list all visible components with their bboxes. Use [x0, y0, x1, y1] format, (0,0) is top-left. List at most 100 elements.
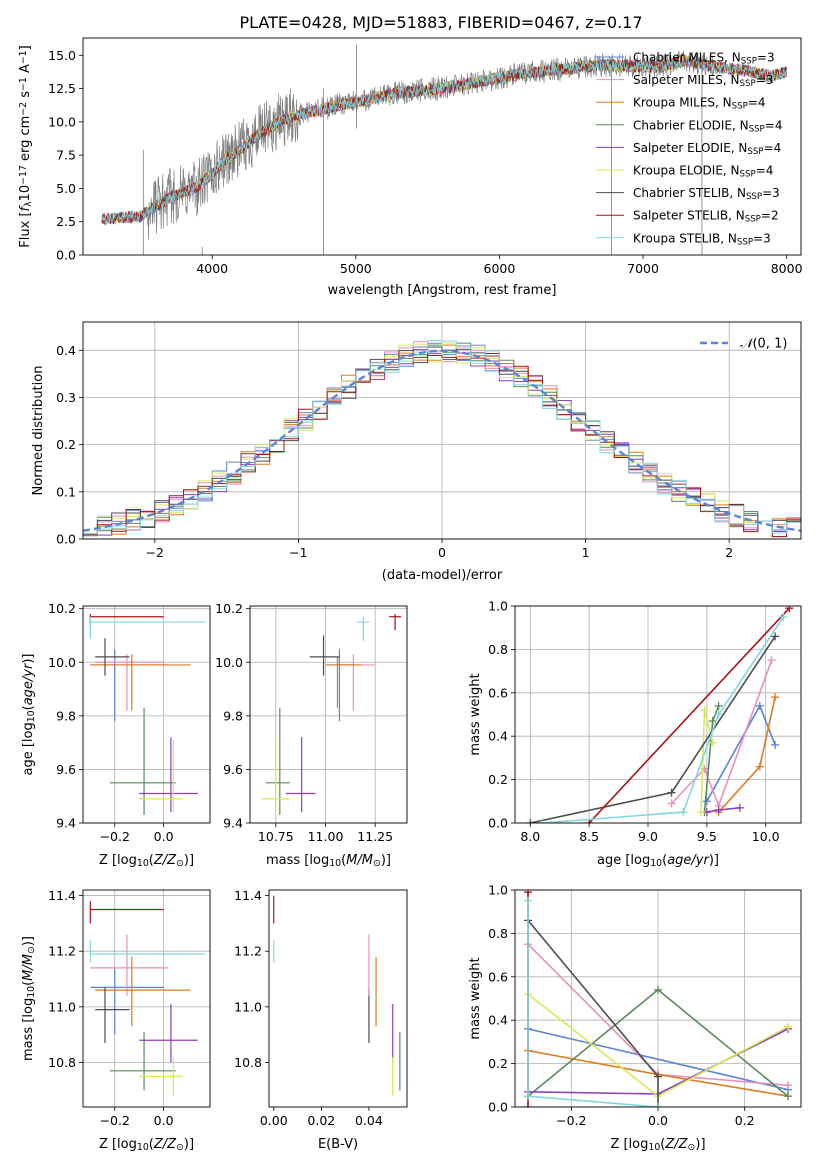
marker-chabrier-miles	[755, 701, 764, 710]
x-axis-label: Z [log10(Z/Z⊙)]	[99, 1137, 194, 1153]
marker-kroupa-stelib	[779, 612, 788, 621]
age-vs-z-panel: −0.2 0.0 9.4 9.6 9.8 10.0 10.2 Z [log10(Z/Z⊙)] a…	[21, 601, 211, 869]
y-tick-label: 11.0	[48, 999, 76, 1014]
y-tick-label: 0.4	[488, 1013, 508, 1028]
legend-label-kroupa-miles: Kroupa MILES, NSSP=4	[633, 96, 766, 112]
x-axis-label: mass [log10(M/M⊙)]	[266, 853, 391, 869]
x-axis-label: wavelength [Angstrom, rest frame]	[328, 283, 557, 298]
y-axis-label: mass weight	[468, 673, 483, 755]
marker-kroupa-stelib	[524, 896, 532, 905]
x-tick-label: 9.0	[638, 829, 658, 844]
plot-background	[269, 890, 407, 1107]
marker-kroupa-elodie	[708, 738, 717, 747]
axes-frame	[82, 321, 802, 540]
x-tick-label: 1	[582, 545, 590, 560]
marker-kroupa-stelib	[524, 1092, 532, 1101]
y-tick-label: 1.0	[488, 599, 508, 614]
marker-kroupa-miles	[771, 693, 780, 702]
marker-salpeter-stelib	[785, 606, 794, 613]
x-tick-label: −2	[146, 545, 164, 560]
y-tick-label: 0.4	[488, 729, 508, 744]
plot-background	[515, 606, 801, 823]
y-tick-label: 0.0	[488, 816, 508, 831]
spectrum-panel: 4000 5000 6000 7000 8000 0.0 2.5 5.0 7.5 10.0 12.5…	[18, 37, 803, 298]
ticks: 8.0 8.5 9.0 9.5 10.0 0.0 0.2 0.4 0.6 0.8 1.0	[488, 599, 780, 845]
histogram-kroupa-elodie	[83, 342, 801, 535]
marker-chabrier-stelib	[526, 819, 535, 823]
y-axis-label: age [log10(age/yr)]	[21, 653, 37, 775]
y-tick-label: 11.2	[234, 944, 262, 959]
marker-salpeter-stelib	[585, 819, 594, 823]
x-tick-label: 0.04	[355, 1113, 383, 1128]
x-axis-label: age [log10(age/yr)]	[597, 853, 719, 869]
y-tick-label: 0.8	[488, 926, 508, 941]
y-tick-label: 0.0	[488, 1100, 508, 1115]
y-tick-label: 9.4	[223, 816, 243, 831]
y-tick-label: 0.8	[488, 642, 508, 657]
y-tick-label: 0.3	[56, 390, 76, 405]
marker-kroupa-elodie	[700, 706, 709, 715]
plot-background	[83, 606, 210, 823]
x-tick-label: −0.2	[100, 829, 130, 844]
marker-chabrier-stelib	[771, 632, 780, 641]
x-tick-label: −1	[289, 545, 307, 560]
x-tick-label: 11.25	[357, 829, 393, 844]
marker-salpeter-miles	[767, 656, 776, 665]
axes-frame	[249, 605, 408, 824]
legend-label-salpeter-miles: Salpeter MILES, NSSP=3	[633, 73, 773, 89]
x-tick-label: 0.2	[735, 1113, 755, 1128]
x-tick-label: −0.2	[100, 1113, 130, 1128]
plot-area	[101, 44, 787, 255]
plot-background	[83, 38, 801, 255]
plot-area	[526, 606, 794, 823]
line-salpeter-stelib	[588, 607, 790, 823]
y-tick-label: 0.0	[56, 532, 76, 547]
x-tick-label: 0.02	[307, 1113, 335, 1128]
y-axis-label: mass [log10(M/M⊙)]	[21, 936, 37, 1061]
x-tick-label: 10.75	[258, 829, 294, 844]
legend-label-normal: 𝒩(0, 1)	[740, 337, 787, 352]
grid-lines	[250, 606, 407, 824]
legend-label-salpeter-elodie: Salpeter ELODIE, NSSP=4	[633, 141, 781, 157]
axes-frame	[268, 889, 408, 1108]
x-tick-label: 9.5	[697, 829, 717, 844]
legend-label-kroupa-elodie: Kroupa ELODIE, NSSP=4	[633, 164, 773, 180]
y-tick-label: 10.2	[215, 601, 243, 616]
line-salpeter-miles	[670, 660, 773, 808]
marker-salpeter-miles	[667, 799, 676, 808]
x-tick-label: 6000	[484, 261, 516, 276]
x-axis-label: (data-model)/error	[382, 568, 503, 583]
legend-label-salpeter-stelib: Salpeter STELIB, NSSP=2	[633, 209, 779, 225]
y-axis-label: Flux [fλ10−17 erg cm−2 s−1 A−1]	[18, 45, 34, 247]
y-tick-label: 1.0	[488, 883, 508, 898]
x-axis-label: Z [log10(Z/Z⊙)]	[99, 853, 194, 869]
legend: 𝒩(0, 1)	[700, 337, 787, 352]
line-chabrier-miles	[527, 1028, 789, 1091]
x-tick-label: 10.0	[752, 829, 780, 844]
y-tick-label: 7.5	[56, 148, 76, 163]
mass-weight-vs-z-panel: −0.2 0.0 0.2 0.0 0.2 0.4 0.6 0.8 1.0 Z [log10(Z/Z…	[468, 883, 802, 1153]
mass-vs-ebv-panel: 0.00 0.02 0.04 10.8 11.0 11.2 11.4 E(B-V)	[234, 888, 408, 1152]
y-axis-label: Normed distribution	[31, 366, 46, 496]
ticks: −0.2 0.0 9.4 9.6 9.8 10.0 10.2	[48, 601, 173, 844]
ticks: 4000 5000 6000 7000 8000 0.0 2.5 5.0 7.5 10.0 12.5…	[48, 48, 802, 276]
x-tick-label: 8.5	[579, 829, 599, 844]
y-tick-label: 11.4	[234, 888, 262, 903]
y-tick-label: 11.4	[48, 888, 76, 903]
ticks: 10.75 11.00 11.25 9.4 9.6 9.8 10.0 10.2	[215, 601, 393, 844]
legend: Chabrier MILES, NSSP=3 Salpeter MILES, NS…	[596, 51, 782, 248]
x-tick-label: 8.0	[520, 829, 540, 844]
marker-kroupa-miles	[755, 762, 764, 771]
y-tick-label: 10.8	[48, 1055, 76, 1070]
x-axis-label: Z [log10(Z/Z⊙)]	[610, 1137, 705, 1153]
y-tick-label: 9.6	[56, 762, 76, 777]
y-tick-label: 9.8	[223, 708, 243, 723]
marker-salpeter-stelib	[524, 1103, 532, 1107]
marker-chabrier-miles	[771, 740, 780, 749]
x-tick-label: 2	[725, 545, 733, 560]
x-tick-label: −0.2	[556, 1113, 586, 1128]
legend-label-kroupa-stelib: Kroupa STELIB, NSSP=3	[633, 231, 771, 247]
residuals-panel: −2 −1 0 1 2 0.0 0.1 0.2 0.3 0.4 𝒩(0, 1) (data-model…	[31, 321, 802, 583]
axes-frame	[82, 605, 211, 824]
y-tick-label: 10.0	[48, 655, 76, 670]
